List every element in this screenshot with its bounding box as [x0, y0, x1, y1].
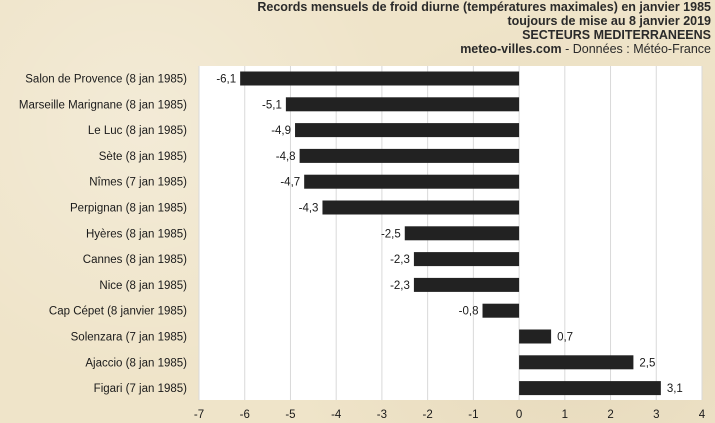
category-label: Le Luc (8 jan 1985) — [88, 125, 187, 137]
bar — [482, 303, 520, 318]
x-tick-label: 0 — [516, 409, 522, 421]
chart-subtitle: toujours de mise au 8 janvier 2019 — [507, 14, 711, 28]
x-tick-label: -4 — [331, 409, 342, 421]
category-label: Solenzara (7 jan 1985) — [71, 332, 188, 344]
bar — [519, 329, 552, 344]
category-label: Sète (8 jan 1985) — [99, 151, 187, 163]
data-label: -2,3 — [390, 254, 410, 266]
category-label: Figari (7 jan 1985) — [94, 383, 187, 395]
source-credit: - Données : Météo-France — [561, 42, 711, 56]
data-label: 0,7 — [557, 332, 573, 344]
data-label: -0,8 — [459, 306, 479, 318]
x-tick-label: -1 — [468, 409, 478, 421]
data-label: -4,8 — [276, 151, 296, 163]
data-label: 3,1 — [667, 383, 683, 395]
x-tick-label: 1 — [562, 409, 568, 421]
chart-region-title: SECTEURS MEDITERRANEENS — [522, 28, 711, 42]
bar — [299, 148, 520, 163]
x-tick-label: 2 — [607, 409, 613, 421]
data-label: -4,7 — [280, 177, 300, 189]
bar — [240, 71, 520, 86]
bar — [413, 277, 520, 292]
category-label: Perpignan (8 jan 1985) — [70, 203, 187, 215]
category-label: Nîmes (7 jan 1985) — [89, 177, 187, 189]
chart-source: meteo-villes.com - Données : Météo-Franc… — [257, 42, 711, 56]
data-label: -6,1 — [216, 74, 236, 86]
category-label: Cap Cépet (8 janvier 1985) — [49, 306, 187, 318]
category-label: Ajaccio (8 jan 1985) — [85, 357, 187, 369]
bar — [304, 174, 520, 189]
category-label: Hyères (8 jan 1985) — [86, 228, 187, 240]
bar — [519, 355, 634, 370]
category-label: Marseille Marignane (8 jan 1985) — [19, 99, 187, 111]
category-label: Salon de Provence (8 jan 1985) — [25, 74, 187, 86]
data-label: -5,1 — [262, 99, 282, 111]
category-label: Nice (8 jan 1985) — [99, 280, 187, 292]
x-tick-label: -5 — [285, 409, 295, 421]
chart-title: Records mensuels de froid diurne (tempér… — [257, 0, 711, 14]
labels: -7 -6 -5 -4 -3 -2 -1 0 1 2 3 4 Salon de Provence (8 … — [19, 74, 706, 422]
x-tick-label: -7 — [194, 409, 204, 421]
bar — [322, 200, 520, 215]
bar — [404, 226, 520, 241]
category-label: Cannes (8 jan 1985) — [83, 254, 187, 266]
x-tick-label: -2 — [423, 409, 433, 421]
source-site: meteo-villes.com — [460, 42, 562, 56]
data-label: -4,3 — [299, 203, 319, 215]
data-label: -2,5 — [381, 228, 401, 240]
data-label: 2,5 — [639, 357, 655, 369]
bar — [413, 252, 520, 267]
chart-title-block: Records mensuels de froid diurne (tempér… — [257, 0, 711, 56]
x-tick-label: -3 — [377, 409, 387, 421]
bars — [240, 71, 661, 396]
x-tick-label: 4 — [699, 409, 706, 421]
gridlines — [198, 66, 703, 400]
data-label: -4,9 — [271, 125, 291, 137]
bar — [285, 97, 520, 112]
x-tick-label: -6 — [240, 409, 250, 421]
data-label: -2,3 — [390, 280, 410, 292]
x-tick-label: 3 — [653, 409, 659, 421]
bar — [519, 381, 661, 396]
bar — [295, 123, 520, 138]
